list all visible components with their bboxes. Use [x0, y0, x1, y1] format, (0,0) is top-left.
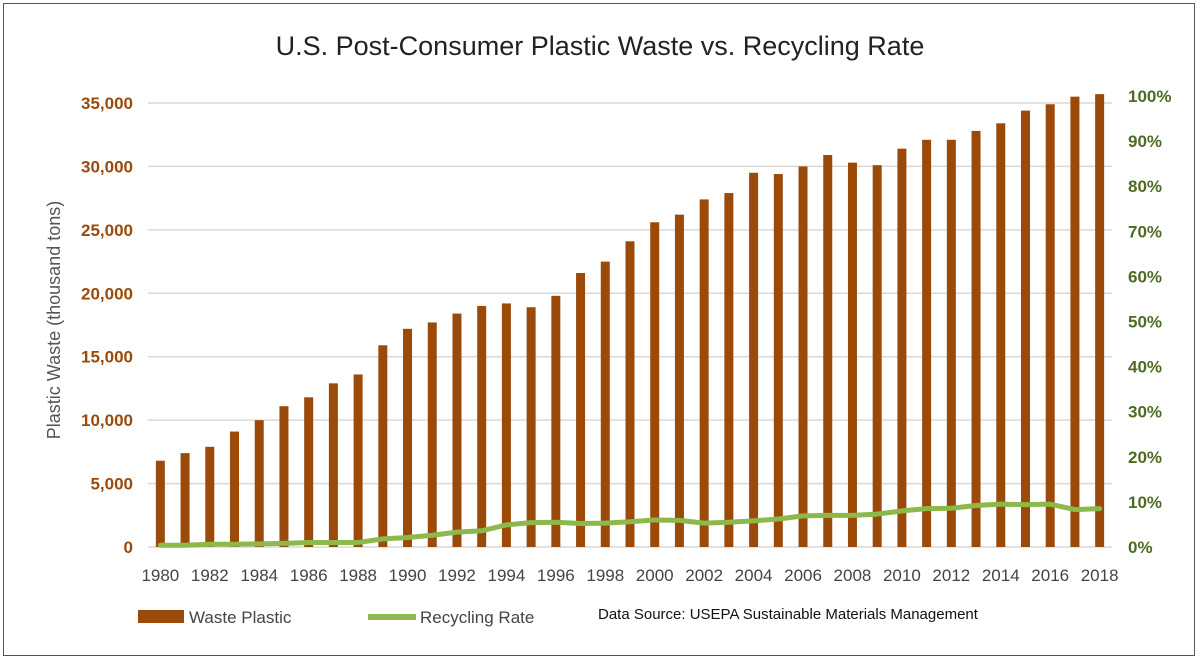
y2-tick-label: 80%: [1128, 177, 1162, 196]
bar-2013: [971, 130, 981, 547]
bar-2017: [1070, 96, 1080, 548]
bar-1994: [501, 303, 511, 547]
bar-2001: [674, 214, 684, 548]
bar-2007: [823, 155, 833, 548]
x-tick-label: 2010: [883, 566, 921, 585]
y-tick-label: 15,000: [81, 348, 133, 367]
bar-1997: [576, 272, 586, 547]
bar-1982: [205, 446, 215, 547]
bar-2006: [798, 166, 808, 547]
x-tick-label: 1992: [438, 566, 476, 585]
y-tick-label: 10,000: [81, 411, 133, 430]
x-tick-label: 1996: [537, 566, 575, 585]
x-tick-label: 1994: [487, 566, 525, 585]
bar-2016: [1045, 104, 1055, 548]
y2-tick-label: 50%: [1128, 313, 1162, 332]
bar-1998: [600, 261, 610, 547]
bar-2004: [749, 172, 759, 547]
x-tick-label: 2012: [932, 566, 970, 585]
bar-2005: [773, 174, 783, 548]
bar-1996: [551, 295, 561, 547]
chart-frame: [3, 3, 1195, 656]
x-tick-label: 1986: [290, 566, 328, 585]
y2-tick-label: 30%: [1128, 403, 1162, 422]
bar-1991: [427, 322, 437, 547]
y2-tick-label: 40%: [1128, 358, 1162, 377]
legend-label-waste-plastic: Waste Plastic: [189, 608, 292, 627]
bar-1992: [452, 313, 462, 547]
y2-tick-label: 100%: [1128, 87, 1171, 106]
bar-1993: [477, 305, 487, 547]
bar-2012: [946, 139, 956, 547]
bar-1986: [304, 397, 314, 547]
x-tick-label: 1990: [389, 566, 427, 585]
legend: Waste Plastic Recycling Rate: [138, 608, 534, 627]
bar-1999: [625, 241, 635, 547]
x-tick-label: 1988: [339, 566, 377, 585]
x-tick-label: 2006: [784, 566, 822, 585]
bar-2010: [897, 148, 907, 547]
y2-tick-label: 70%: [1128, 222, 1162, 241]
bar-1990: [403, 328, 413, 547]
chart-title: U.S. Post-Consumer Plastic Waste vs. Rec…: [276, 31, 925, 61]
x-tick-label: 2008: [834, 566, 872, 585]
bar-1980: [155, 460, 165, 547]
x-tick-label: 2002: [685, 566, 723, 585]
bar-2011: [922, 139, 932, 547]
x-tick-label: 1982: [191, 566, 229, 585]
y2-tick-label: 60%: [1128, 267, 1162, 286]
y-tick-label: 35,000: [81, 94, 133, 113]
bar-1989: [378, 345, 388, 547]
y-tick-label: 30,000: [81, 157, 133, 176]
x-tick-label: 1980: [141, 566, 179, 585]
y2-tick-label: 90%: [1128, 132, 1162, 151]
x-tick-label: 2018: [1081, 566, 1119, 585]
y-tick-label: 0: [124, 538, 133, 557]
bar-2015: [1020, 110, 1030, 548]
bar-1985: [279, 406, 289, 547]
bar-1981: [180, 453, 190, 547]
y-tick-label: 5,000: [90, 475, 133, 494]
x-tick-label: 1998: [586, 566, 624, 585]
y2-tick-label: 0%: [1128, 538, 1153, 557]
y-axis-label: Plastic Waste (thousand tons): [44, 201, 64, 439]
x-tick-label: 2004: [735, 566, 773, 585]
bar-2002: [699, 199, 709, 547]
y2-tick-label: 20%: [1128, 448, 1162, 467]
legend-label-recycling-rate: Recycling Rate: [420, 608, 534, 627]
bar-2014: [996, 123, 1006, 547]
bar-2008: [847, 162, 857, 547]
bar-1988: [353, 374, 363, 547]
x-tick-label: 1984: [240, 566, 278, 585]
bar-1984: [254, 420, 264, 547]
x-tick-label: 2014: [982, 566, 1020, 585]
bar-2000: [650, 222, 660, 547]
bar-1995: [526, 307, 536, 547]
x-tick-label: 2016: [1031, 566, 1069, 585]
x-tick-label: 2000: [636, 566, 674, 585]
y2-tick-label: 10%: [1128, 493, 1162, 512]
y-tick-label: 25,000: [81, 221, 133, 240]
data-source-annotation: Data Source: USEPA Sustainable Materials…: [598, 606, 979, 623]
bar-1983: [230, 431, 240, 547]
legend-swatch-waste-plastic: [138, 610, 184, 623]
bar-2003: [724, 193, 734, 547]
y-tick-label: 20,000: [81, 284, 133, 303]
bar-1987: [328, 383, 338, 547]
bar-2009: [872, 165, 882, 547]
bar-2018: [1095, 94, 1105, 548]
